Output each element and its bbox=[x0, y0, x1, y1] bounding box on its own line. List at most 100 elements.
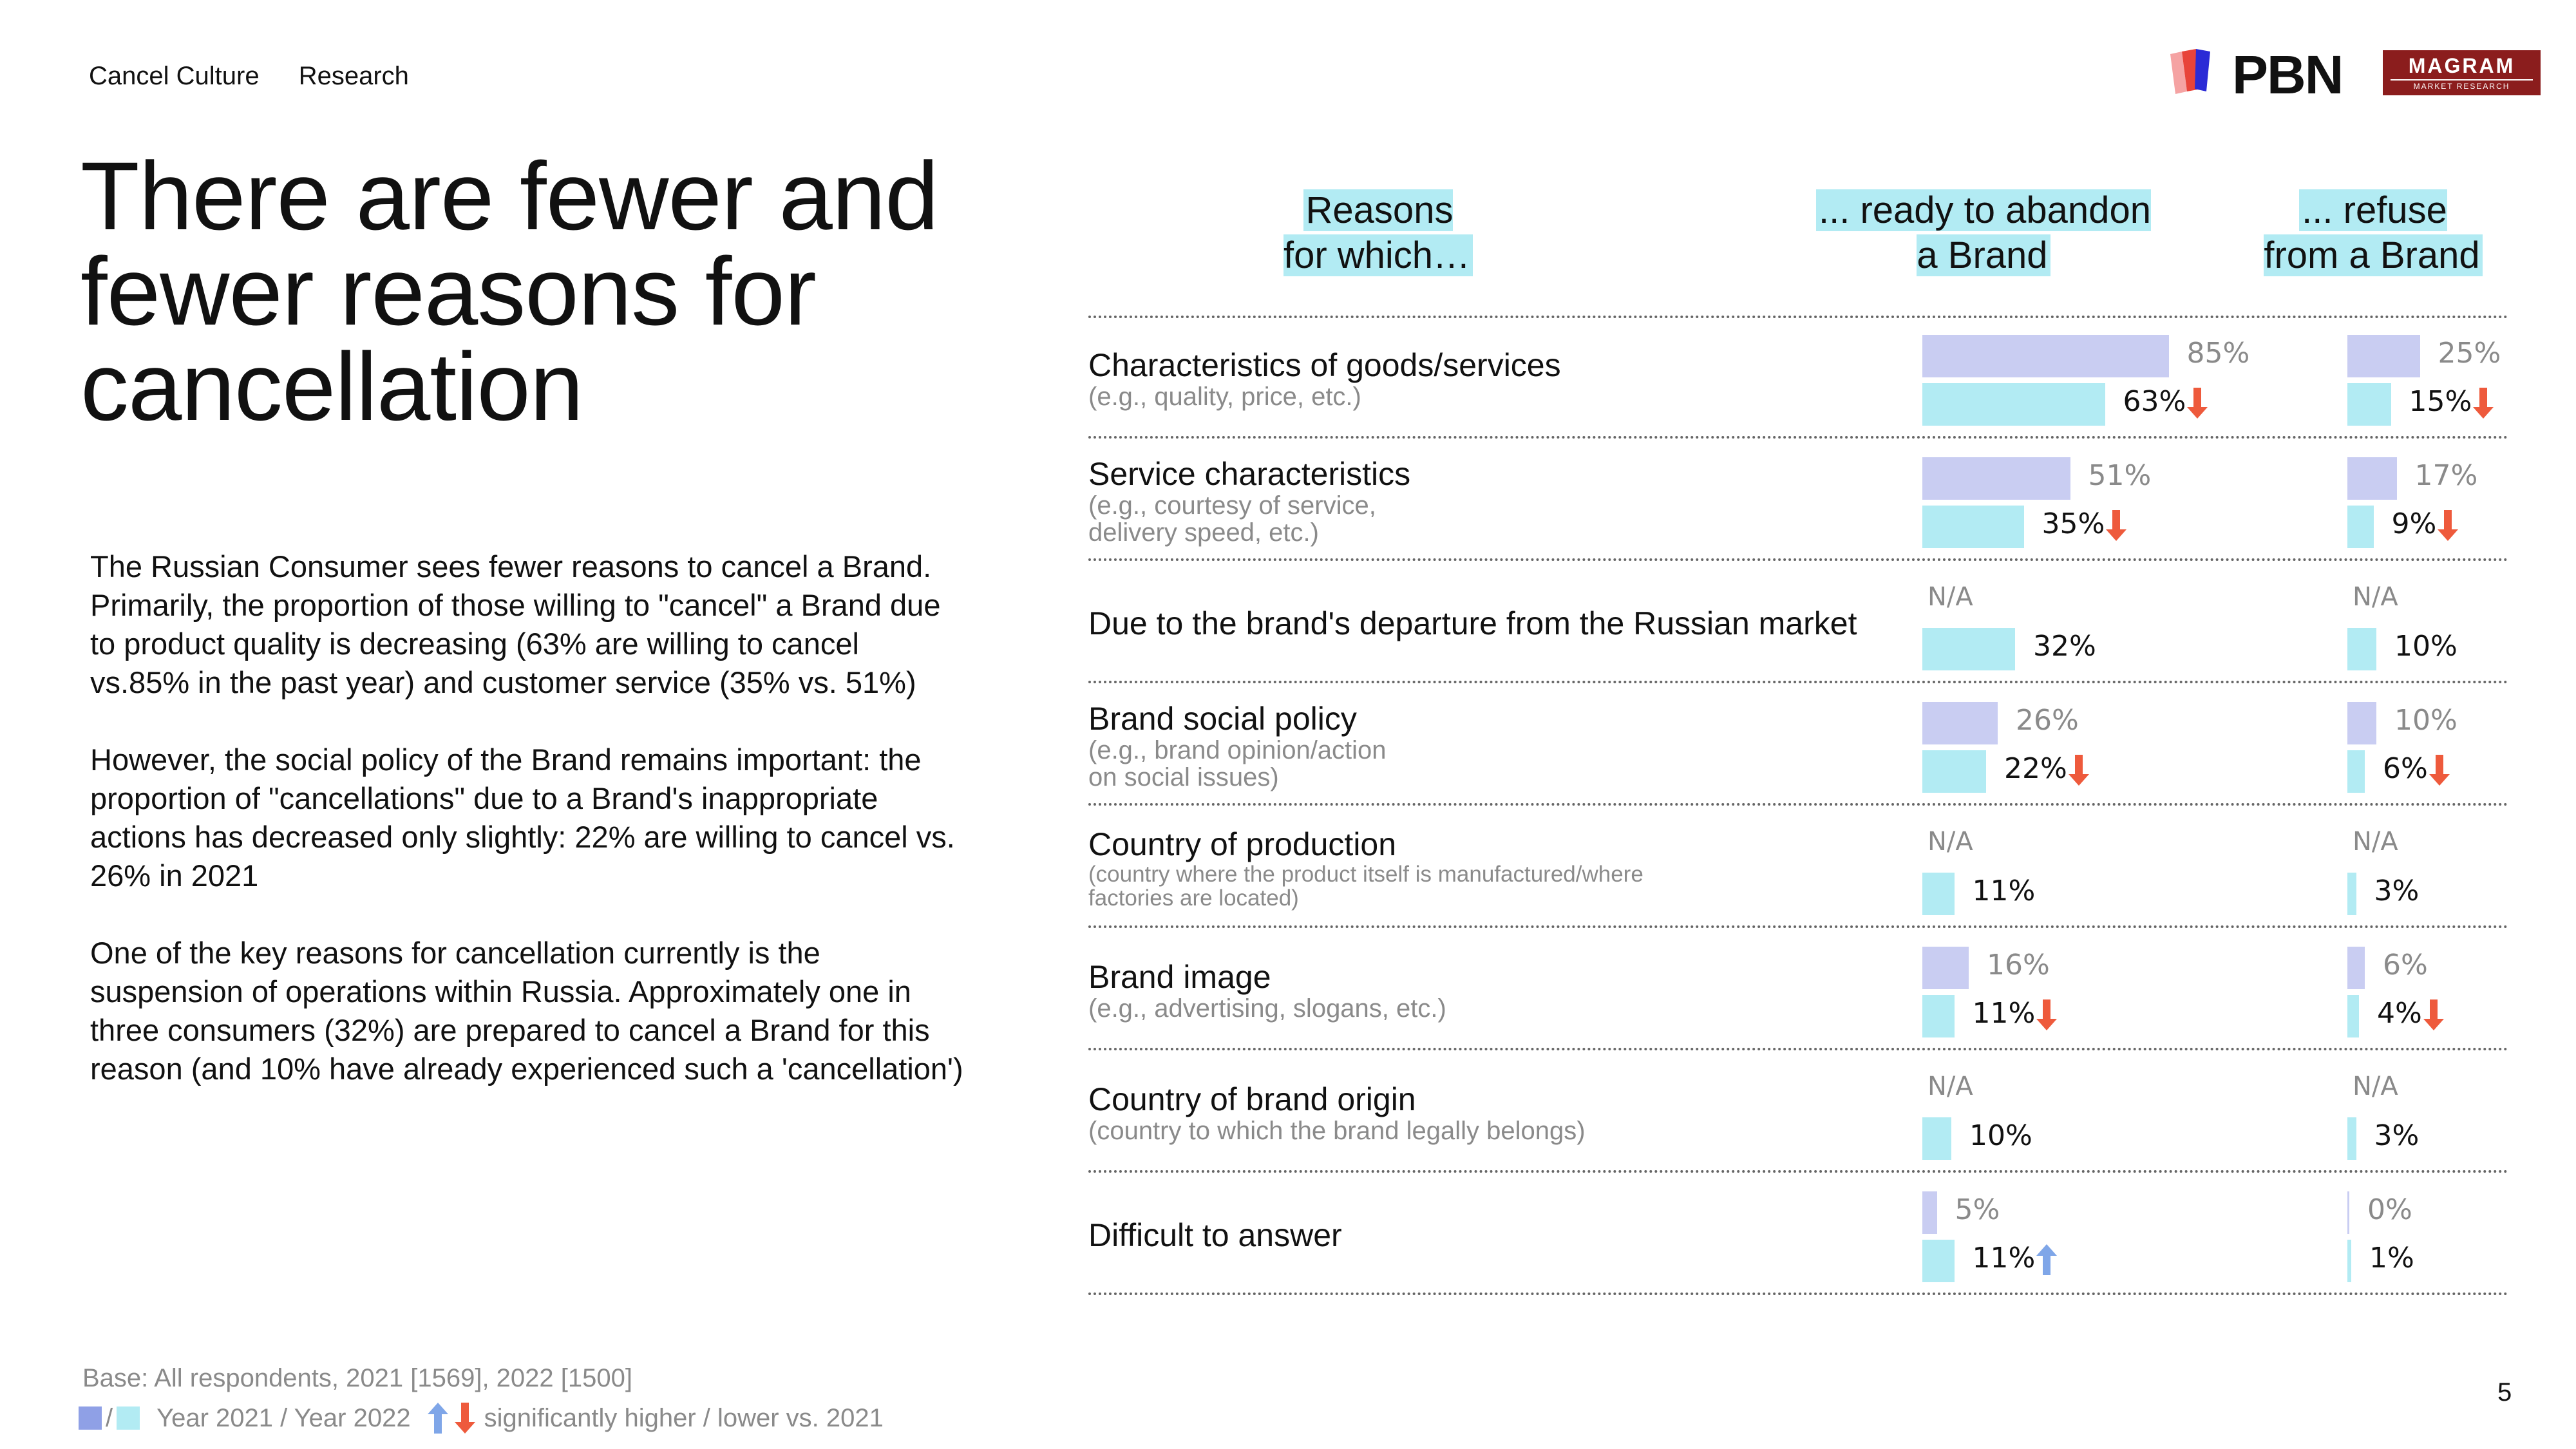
abandon-value-2022: 10% bbox=[1969, 1119, 2032, 1152]
row-separator bbox=[1088, 1048, 2508, 1050]
abandon-value-2022: 35% bbox=[2042, 503, 2127, 545]
refuse-na-label: N/A bbox=[2353, 1072, 2398, 1101]
legend: / Year 2021 / Year 2022 significantly hi… bbox=[79, 1403, 884, 1434]
abandon-value-2021: 26% bbox=[2016, 704, 2079, 737]
abandon-bar-2022 bbox=[1922, 506, 2024, 548]
refuse-bar-2022 bbox=[2347, 506, 2374, 548]
abandon-bar-2021 bbox=[1922, 702, 1998, 744]
refuse-bar-2022 bbox=[2347, 995, 2359, 1037]
col-header-reasons: Reasons for which… bbox=[1220, 188, 1536, 278]
row-label: Brand image (e.g., advertising, slogans, … bbox=[1088, 959, 1893, 1022]
abandon-na-label: N/A bbox=[1927, 1072, 1973, 1101]
abandon-na-label: N/A bbox=[1927, 582, 1973, 612]
row-separator bbox=[1088, 803, 2508, 806]
abandon-value-2021: 85% bbox=[2186, 337, 2250, 370]
magram-logo-text: MAGRAM bbox=[2408, 54, 2515, 77]
legend-swatch-2021 bbox=[79, 1406, 102, 1430]
row-label: Brand social policy (e.g., brand opinion/… bbox=[1088, 701, 1893, 791]
abandon-na-label: N/A bbox=[1927, 827, 1973, 857]
abandon-bar-2021 bbox=[1922, 1191, 1937, 1234]
refuse-na-label: N/A bbox=[2353, 582, 2398, 612]
abandon-bar-2021 bbox=[1922, 947, 1969, 989]
arrow-down-icon bbox=[454, 1403, 475, 1434]
row-separator bbox=[1088, 1293, 2508, 1295]
refuse-value-2022: 6% bbox=[2383, 748, 2450, 790]
magram-logo-subtext: MARKET RESEARCH bbox=[2391, 79, 2533, 91]
refuse-bar-2021 bbox=[2347, 702, 2376, 744]
pbn-logo-text: PBN bbox=[2232, 44, 2344, 105]
arrow-up-icon bbox=[2036, 1244, 2058, 1275]
row-label-main: Brand image bbox=[1088, 959, 1271, 995]
row-label-main: Service characteristics bbox=[1088, 456, 1411, 492]
refuse-value-2022: 3% bbox=[2374, 1119, 2420, 1152]
refuse-value-2021: 0% bbox=[2367, 1193, 2412, 1226]
abandon-bar-2022 bbox=[1922, 1117, 1951, 1160]
arrow-up-icon bbox=[427, 1403, 448, 1434]
refuse-value-2022: 4% bbox=[2377, 992, 2444, 1035]
refuse-bar-2021 bbox=[2347, 1191, 2349, 1234]
arrow-down-icon bbox=[2429, 755, 2450, 786]
row-label-main: Brand social policy bbox=[1088, 701, 1357, 737]
abandon-bar-2022 bbox=[1922, 750, 1986, 793]
refuse-value-2021: 17% bbox=[2414, 459, 2478, 492]
pbn-logo-mark-icon bbox=[2170, 49, 2210, 94]
abandon-bar-2021 bbox=[1922, 335, 2169, 377]
refuse-value-2022: 15% bbox=[2409, 381, 2494, 423]
arrow-down-icon bbox=[2423, 999, 2444, 1030]
arrow-down-icon bbox=[2036, 999, 2058, 1030]
refuse-bar-2022 bbox=[2347, 1240, 2351, 1282]
row-label-sub: (e.g., advertising, slogans, etc.) bbox=[1088, 994, 1446, 1023]
abandon-value-2022: 22% bbox=[2004, 748, 2089, 790]
col-header-reasons-text: Reasons for which… bbox=[1283, 189, 1473, 276]
refuse-value-2021: 6% bbox=[2383, 949, 2428, 981]
row-label: Characteristics of goods/services (e.g., … bbox=[1088, 347, 1893, 410]
row-label-main: Country of production bbox=[1088, 826, 1397, 862]
col-header-refuse: ... refuse from a Brand bbox=[2215, 188, 2531, 278]
row-label-sub: (e.g., quality, price, etc.) bbox=[1088, 383, 1361, 411]
refuse-bar-2021 bbox=[2347, 457, 2397, 500]
row-label-sub: (e.g., courtesy of service, delivery spee… bbox=[1088, 491, 1376, 547]
refuse-value-2021: 25% bbox=[2438, 337, 2501, 370]
abandon-bar-2022 bbox=[1922, 628, 2015, 670]
refuse-bar-2022 bbox=[2347, 873, 2356, 915]
abandon-value-2021: 51% bbox=[2088, 459, 2152, 492]
refuse-value-2022: 3% bbox=[2374, 875, 2420, 907]
abandon-value-2022: 11% bbox=[1973, 992, 2058, 1035]
arrow-down-icon bbox=[2187, 388, 2208, 419]
abandon-value-2022: 11% bbox=[1972, 875, 2036, 907]
body-paragraph-1: The Russian Consumer sees fewer reasons … bbox=[90, 549, 941, 699]
col-header-abandon: ... ready to abandon a Brand bbox=[1803, 188, 2164, 278]
row-separator bbox=[1088, 925, 2508, 928]
arrow-down-icon bbox=[2473, 388, 2494, 419]
nav-research[interactable]: Research bbox=[298, 62, 409, 90]
refuse-na-label: N/A bbox=[2353, 827, 2398, 857]
row-label: Service characteristics (e.g., courtesy o… bbox=[1088, 456, 1893, 546]
refuse-bar-2021 bbox=[2347, 947, 2365, 989]
row-label: Country of brand origin (country to which… bbox=[1088, 1081, 1893, 1144]
nav-cancel-culture[interactable]: Cancel Culture bbox=[89, 62, 260, 90]
pbn-logo: PBN bbox=[2170, 44, 2351, 105]
row-label: Country of production (country where the … bbox=[1088, 826, 1893, 910]
abandon-value-2021: 5% bbox=[1955, 1193, 2000, 1226]
row-separator bbox=[1088, 681, 2508, 683]
refuse-bar-2022 bbox=[2347, 383, 2391, 426]
row-separator bbox=[1088, 558, 2508, 561]
body-text: The Russian Consumer sees fewer reasons … bbox=[90, 547, 966, 1127]
refuse-value-2022: 9% bbox=[2392, 503, 2459, 545]
abandon-bar-2022 bbox=[1922, 873, 1955, 915]
refuse-bar-2021 bbox=[2347, 335, 2420, 377]
row-label: Difficult to answer bbox=[1088, 1217, 1893, 1253]
legend-years-label: Year 2021 / Year 2022 bbox=[156, 1403, 411, 1432]
abandon-bar-2022 bbox=[1922, 383, 2105, 426]
row-label-sub: (country where the product itself is man… bbox=[1088, 862, 1643, 911]
col-header-abandon-text: ... ready to abandon a Brand bbox=[1816, 189, 2151, 276]
body-paragraph-3: One of the key reasons for cancellation … bbox=[90, 936, 963, 1086]
row-label-sub: (e.g., brand opinion/action on social iss… bbox=[1088, 736, 1387, 791]
legend-sig-label: significantly higher / lower vs. 2021 bbox=[484, 1403, 884, 1432]
row-separator bbox=[1088, 316, 2508, 318]
arrow-down-icon bbox=[2068, 755, 2089, 786]
row-label: Due to the brand's departure from the Ru… bbox=[1088, 605, 1893, 641]
row-separator bbox=[1088, 1170, 2508, 1173]
legend-swatch-2022 bbox=[117, 1406, 140, 1430]
abandon-bar-2022 bbox=[1922, 995, 1955, 1037]
